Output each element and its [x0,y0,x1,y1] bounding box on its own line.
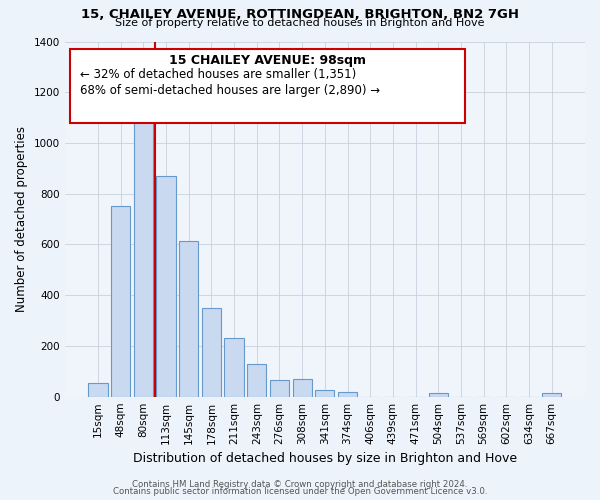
Bar [202,308,221,396]
Bar [179,240,199,396]
Bar [293,379,312,396]
X-axis label: Distribution of detached houses by size in Brighton and Hove: Distribution of detached houses by size … [133,452,517,465]
Text: Contains HM Land Registry data © Crown copyright and database right 2024.: Contains HM Land Registry data © Crown c… [132,480,468,489]
Bar [270,380,289,396]
Text: Size of property relative to detached houses in Brighton and Hove: Size of property relative to detached ho… [115,18,485,28]
Bar [134,119,153,396]
Text: ← 32% of detached houses are smaller (1,351): ← 32% of detached houses are smaller (1,… [80,68,356,81]
Bar [247,364,266,396]
Bar [315,390,334,396]
FancyBboxPatch shape [70,48,466,123]
Bar [157,176,176,396]
Y-axis label: Number of detached properties: Number of detached properties [15,126,28,312]
Bar [111,206,130,396]
Text: 68% of semi-detached houses are larger (2,890) →: 68% of semi-detached houses are larger (… [80,84,380,97]
Text: Contains public sector information licensed under the Open Government Licence v3: Contains public sector information licen… [113,487,487,496]
Bar [224,338,244,396]
Bar [88,382,107,396]
Text: 15, CHAILEY AVENUE, ROTTINGDEAN, BRIGHTON, BN2 7GH: 15, CHAILEY AVENUE, ROTTINGDEAN, BRIGHTO… [81,8,519,20]
Bar [428,393,448,396]
Bar [542,393,562,396]
Bar [338,392,357,396]
Text: 15 CHAILEY AVENUE: 98sqm: 15 CHAILEY AVENUE: 98sqm [169,54,366,67]
